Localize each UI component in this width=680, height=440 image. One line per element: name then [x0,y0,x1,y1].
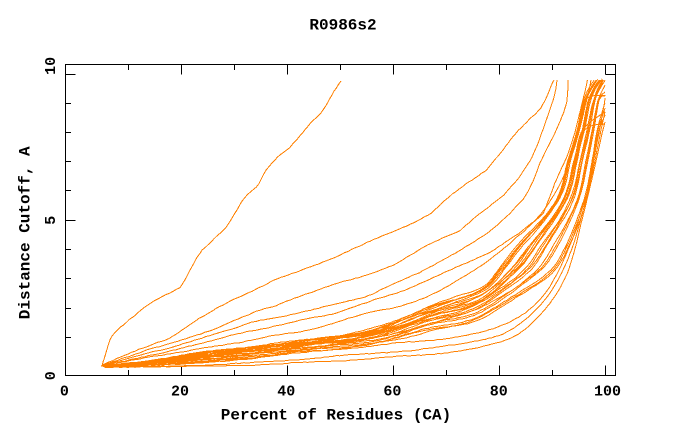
svg-text:R0986s2: R0986s2 [309,17,376,35]
svg-text:100: 100 [594,384,621,401]
svg-text:10: 10 [43,57,60,75]
svg-text:20: 20 [171,384,189,401]
svg-text:Distance Cutoff, A: Distance Cutoff, A [17,146,35,319]
svg-text:5: 5 [43,216,60,225]
svg-text:40: 40 [277,384,295,401]
svg-text:60: 60 [383,384,401,401]
svg-text:0: 0 [43,371,60,380]
svg-text:0: 0 [60,384,69,401]
svg-text:80: 80 [490,384,508,401]
svg-text:Percent of Residues (CA): Percent of Residues (CA) [221,407,451,425]
